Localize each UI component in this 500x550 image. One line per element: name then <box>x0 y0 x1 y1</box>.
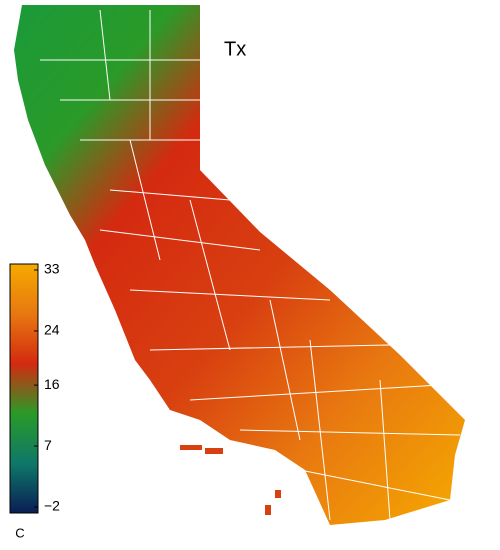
colorbar-tick-label: 7 <box>44 437 52 453</box>
map-title: Tx <box>224 38 246 60</box>
colorbar: 33 24 16 7 −2 C <box>9 261 60 540</box>
colorbar-unit: C <box>15 525 24 540</box>
colorbar-tick-label: 33 <box>44 261 60 277</box>
county-lines <box>40 9 461 521</box>
colorbar-tick-label: 16 <box>44 376 60 392</box>
colorbar-tick-label: −2 <box>44 498 60 514</box>
islands <box>180 445 281 515</box>
california-map <box>14 5 465 525</box>
colorbar-bar <box>9 263 39 514</box>
colorbar-tick-label: 24 <box>44 322 60 338</box>
